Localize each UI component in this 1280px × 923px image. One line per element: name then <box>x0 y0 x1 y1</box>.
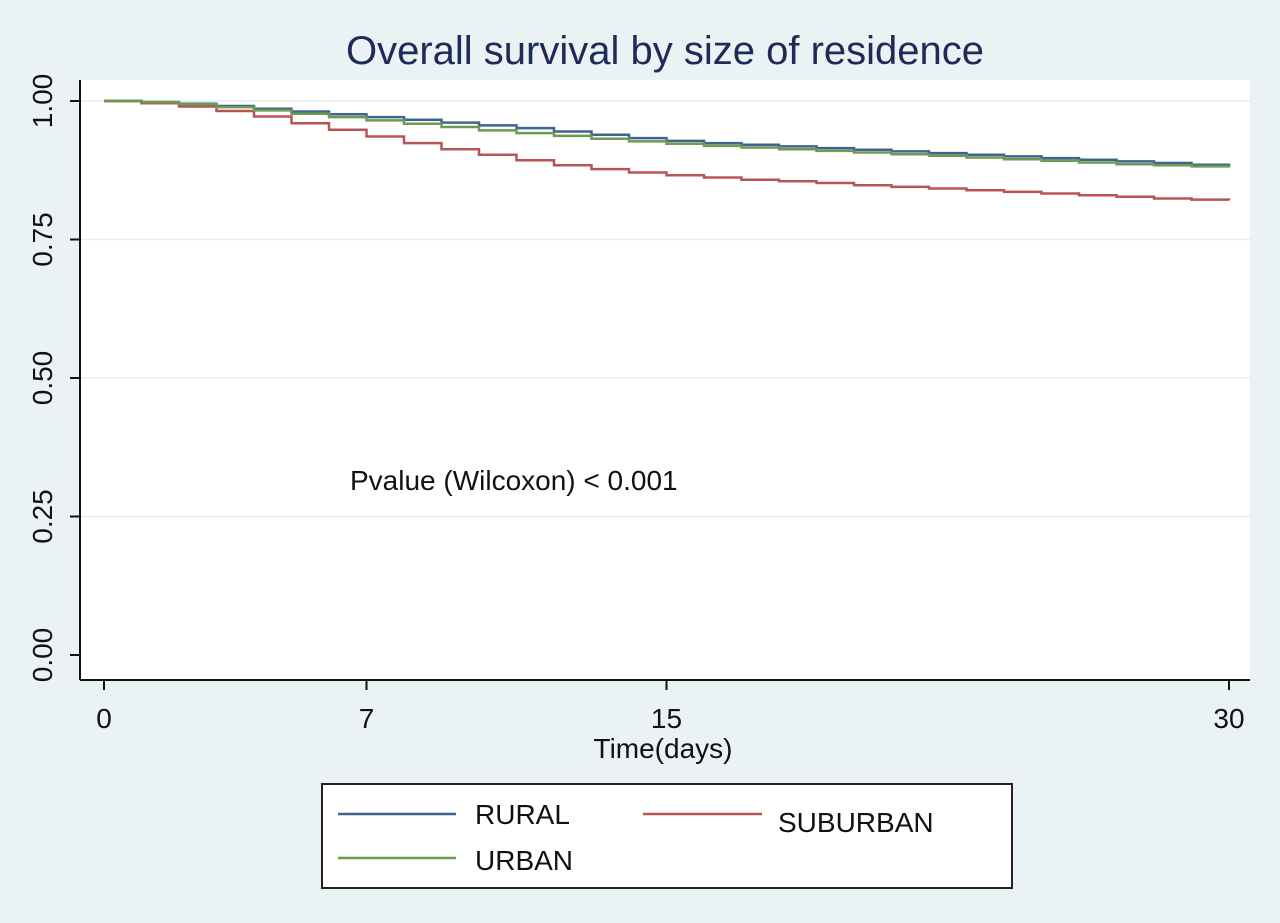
series-line-urban <box>104 99 1231 168</box>
plot-area <box>80 80 1250 680</box>
x-tick-label: 15 <box>651 703 682 734</box>
y-tick-label: 0.00 <box>27 628 58 683</box>
y-tick-label: 0.75 <box>27 212 58 267</box>
legend-box <box>321 783 1013 889</box>
axes: 0.00 0.25 0.50 0.75 1.00 0 7 15 30 <box>27 74 1250 734</box>
x-tick-label: 0 <box>96 703 112 734</box>
series-line-suburban <box>104 99 1231 201</box>
x-tick-label: 30 <box>1213 703 1244 734</box>
y-tick-label: 0.25 <box>27 489 58 544</box>
y-tick-label: 1.00 <box>27 74 58 129</box>
legend: RURAL SUBURBAN URBAN <box>321 783 1013 889</box>
x-axis-title: Time(days) <box>594 733 733 764</box>
grid-lines <box>80 100 1250 518</box>
legend-label-urban: URBAN <box>475 845 573 876</box>
p-value-annotation: Pvalue (Wilcoxon) < 0.001 <box>350 465 678 496</box>
y-tick-label: 0.50 <box>27 351 58 406</box>
series-lines <box>104 99 1231 201</box>
legend-label-suburban: SUBURBAN <box>778 807 934 838</box>
legend-label-rural: RURAL <box>475 799 570 830</box>
x-tick-label: 7 <box>359 703 375 734</box>
chart-title: Overall survival by size of residence <box>346 29 984 73</box>
